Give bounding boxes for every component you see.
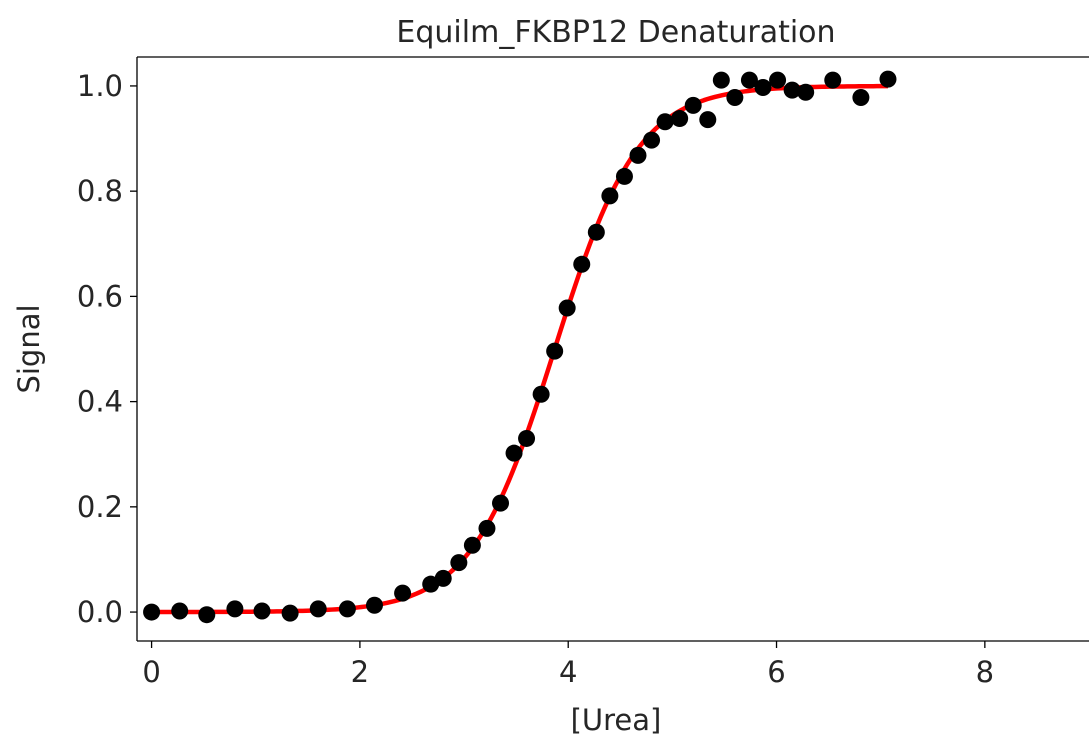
data-point	[532, 385, 550, 403]
x-axis-title: [Urea]	[571, 703, 662, 737]
data-point	[797, 83, 815, 101]
data-point	[852, 89, 870, 107]
plot-area	[137, 57, 1089, 641]
y-axis: 0.0 0.2 0.4 0.6 0.8 1.0	[77, 69, 137, 629]
data-point	[671, 110, 689, 128]
x-tick-label: 2	[351, 655, 369, 689]
x-tick-label: 4	[559, 655, 577, 689]
data-point	[558, 299, 576, 317]
data-point	[712, 71, 730, 89]
data-point	[615, 167, 633, 185]
data-point	[226, 600, 244, 618]
data-point	[601, 187, 619, 205]
data-point	[198, 606, 216, 624]
x-tick-label: 8	[976, 655, 994, 689]
data-point	[463, 536, 481, 554]
y-tick-label: 1.0	[77, 69, 123, 103]
data-point	[629, 146, 647, 164]
data-point	[505, 444, 523, 462]
y-tick-label: 0.8	[77, 174, 123, 208]
x-axis: 0 2 4 6 8	[142, 641, 994, 689]
data-point	[434, 569, 452, 587]
data-point	[518, 429, 536, 447]
y-tick-label: 0.0	[77, 595, 123, 629]
data-point	[643, 131, 661, 149]
y-axis-title: Signal	[12, 304, 46, 393]
chart-title: Equilm_FKBP12 Denaturation	[396, 15, 835, 50]
data-point	[143, 603, 161, 621]
data-point	[740, 71, 758, 89]
data-point	[783, 81, 801, 99]
data-point	[684, 96, 702, 114]
data-point	[699, 111, 717, 129]
data-point	[365, 596, 383, 614]
data-point	[253, 602, 271, 620]
data-point	[338, 600, 356, 618]
x-tick-label: 6	[767, 655, 785, 689]
data-point	[726, 89, 744, 107]
data-point	[492, 494, 510, 512]
data-point	[171, 602, 189, 620]
data-point	[769, 71, 787, 89]
y-tick-label: 0.6	[77, 279, 123, 313]
data-point	[754, 79, 772, 97]
data-point	[879, 70, 897, 88]
data-point	[824, 71, 842, 89]
y-tick-label: 0.2	[77, 490, 123, 524]
data-point	[281, 604, 299, 622]
data-point	[478, 519, 496, 537]
data-point	[394, 584, 412, 602]
data-point	[546, 342, 564, 360]
data-point	[573, 255, 591, 273]
data-point	[309, 600, 327, 618]
data-points	[143, 70, 897, 624]
data-point	[656, 113, 674, 131]
y-tick-label: 0.4	[77, 385, 123, 419]
data-point	[450, 554, 468, 572]
x-tick-label: 0	[142, 655, 160, 689]
data-point	[587, 223, 605, 241]
